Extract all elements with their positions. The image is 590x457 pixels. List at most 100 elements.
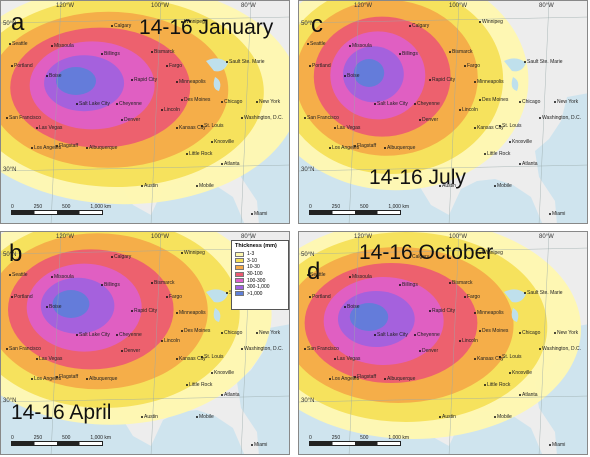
legend-item: 10-30 [235,264,285,271]
legend-label: 30-100 [247,271,263,278]
longitude-label: 100°W [449,234,468,240]
city-label: Bismarck [151,49,175,55]
city-label: Washington, D.C. [241,115,283,121]
meridian-line [50,1,62,223]
map-panel-april: 120°W 100°W 80°W 50°N 30°N Calgary Winnipeg Sea… [0,231,290,455]
panel-letter: a [11,9,25,36]
city-label: Albuquerque [384,145,415,151]
city-label: Knoxville [509,139,532,145]
thickness-contour-6 [56,67,96,95]
longitude-label: 120°W [354,234,373,240]
map-panel-july: 120°W 100°W 80°W 50°N 30°N Calgary Winnipeg Sea… [298,0,588,224]
scale-bar-tick: 500 [62,204,71,210]
scale-bar-tick: 250 [331,204,341,210]
city-label: Knoxville [509,370,532,376]
meridian-line [348,232,360,454]
legend-title: Thickness (mm) [235,243,277,249]
parallel-line [299,247,587,255]
latitude-label: 30°N [301,167,315,173]
scale-bar-graphic [309,441,401,446]
panel-letter: d [307,258,321,285]
great-lakes [504,58,526,91]
city-label: Bismarck [151,280,175,286]
city-label: Boise [46,304,62,310]
city-label: Atlanta [221,161,240,167]
great-lakes [206,289,228,322]
city-label: Des Moines [479,328,508,334]
city-label: Portland [309,63,331,69]
city-label: Mobile [494,414,512,420]
great-lakes [504,289,526,322]
city-label: Austin [439,414,456,420]
parallel-line [1,164,289,172]
city-label: Billings [399,51,418,57]
thickness-contour-6 [353,59,385,87]
longitude-label: 100°W [151,3,170,9]
panel-letter: b [9,240,23,267]
city-label: Minneapolis [176,79,206,85]
scale-bar-tick: 0 [11,435,14,441]
city-label: Boise [344,304,360,310]
meridian-line [240,1,252,223]
city-label: Des Moines [479,97,508,103]
city-label: Salt Lake City [76,332,110,338]
city-label: Fargo [464,294,480,300]
latitude-label: 50°N [3,252,17,258]
city-label: Billings [399,282,418,288]
city-label: Billings [101,51,120,57]
scale-bar-tick: 500 [360,435,369,441]
longitude-label: 120°W [354,3,373,9]
latitude-label: 50°N [301,252,315,258]
city-label: Chicago [221,99,242,105]
city-label: Minneapolis [176,310,206,316]
thickness-contour-6 [52,290,90,318]
city-label: Denver [121,117,140,123]
longitude-label: 80°W [241,3,256,9]
city-label: Miami [549,211,565,217]
city-label: Missoula [349,274,372,280]
city-label: Calgary [111,254,131,260]
city-label: Sault Ste. Marie [226,59,265,65]
city-label: Seattle [307,272,326,278]
city-label: Des Moines [181,97,210,103]
thickness-contour-6 [349,303,389,331]
longitude-label: 80°W [539,234,554,240]
scale-bar: 0 250 500 1,000 km [11,204,111,215]
city-label: Calgary [409,254,429,260]
city-label: Calgary [409,23,429,29]
city-label: Minneapolis [474,79,504,85]
meridian-line [50,232,62,454]
city-label: Las Vegas [36,125,62,131]
city-label: Las Vegas [36,356,62,362]
meridian-line [538,1,550,223]
scale-bar-graphic [11,441,103,446]
city-label: Winnipeg [181,19,205,25]
scale-bar-tick: 0 [11,204,14,210]
scale-bar: 0 250 500 1,000 km [309,204,409,215]
city-label: Atlanta [519,161,538,167]
city-label: Lincoln [161,107,180,113]
city-label: Albuquerque [384,376,415,382]
city-label: Miami [251,211,267,217]
longitude-label: 120°W [56,3,75,9]
city-label: Albuquerque [86,376,117,382]
scale-bar-graphic [309,210,401,215]
map-panel-october: 120°W 100°W 80°W 50°N 30°N Calgary Winnipeg Sea… [298,231,588,455]
map-canvas [299,1,587,223]
parallel-line [299,395,587,403]
city-label: Las Vegas [334,356,360,362]
scale-bar: 0 250 500 1,000 km [309,435,409,446]
city-label: New York [256,99,280,105]
city-label: Los Angeles [31,376,61,382]
city-label: St. Louis [499,354,521,360]
city-label: Minneapolis [474,310,504,316]
city-label: Miami [549,442,565,448]
city-label: Los Angeles [329,145,359,151]
thickness-legend: Thickness (mm) 1-3 3-10 10-30 30-100 100-300… [231,240,289,310]
latitude-label: 30°N [3,167,17,173]
scale-bar: 0 250 500 1,000 km [11,435,111,446]
city-label: Missoula [51,274,74,280]
city-label: Atlanta [519,392,538,398]
legend-label: 100-300 [247,277,266,284]
great-lakes [206,58,228,91]
